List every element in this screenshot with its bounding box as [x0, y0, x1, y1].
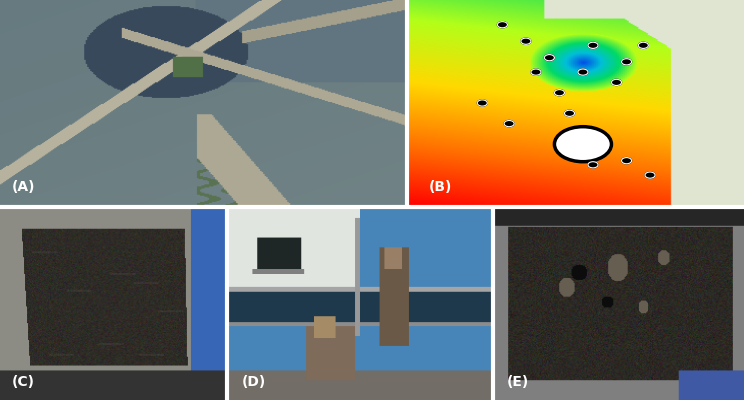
Circle shape: [578, 69, 588, 75]
Circle shape: [612, 79, 621, 86]
Circle shape: [621, 158, 632, 164]
Circle shape: [477, 100, 487, 106]
Circle shape: [521, 38, 531, 44]
Circle shape: [638, 42, 648, 48]
Circle shape: [565, 110, 574, 116]
Text: (A): (A): [12, 180, 36, 194]
Text: (D): (D): [242, 374, 266, 388]
Circle shape: [588, 42, 598, 48]
Text: (B): (B): [429, 180, 452, 194]
Circle shape: [545, 54, 554, 61]
Circle shape: [645, 172, 655, 178]
Circle shape: [554, 90, 565, 96]
Circle shape: [554, 127, 612, 162]
Circle shape: [588, 162, 598, 168]
Circle shape: [621, 59, 632, 65]
Circle shape: [531, 69, 541, 75]
Circle shape: [504, 120, 514, 127]
Text: (E): (E): [507, 374, 530, 388]
Text: (C): (C): [11, 374, 34, 388]
Circle shape: [498, 22, 507, 28]
